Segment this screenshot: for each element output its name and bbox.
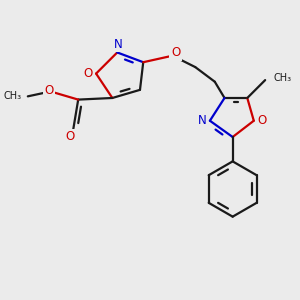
Text: CH₃: CH₃	[4, 92, 22, 101]
Text: O: O	[83, 67, 93, 80]
Text: O: O	[65, 130, 75, 143]
Text: CH₃: CH₃	[273, 74, 291, 83]
Text: N: N	[113, 38, 122, 51]
Text: O: O	[257, 114, 266, 127]
Text: O: O	[171, 46, 180, 59]
Text: O: O	[44, 84, 54, 97]
Text: N: N	[197, 114, 206, 127]
